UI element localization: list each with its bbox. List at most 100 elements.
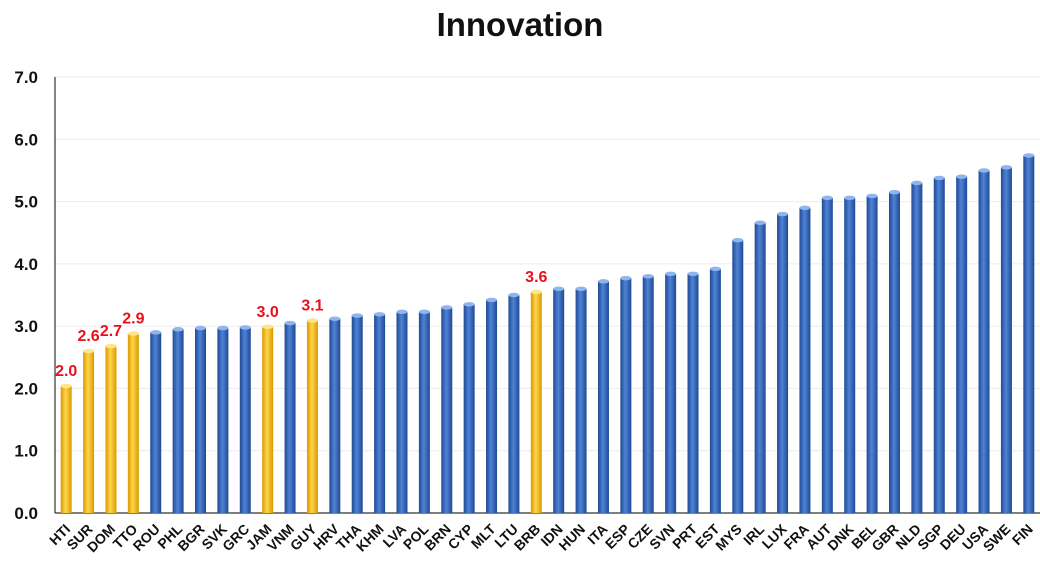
bar-group [956,174,968,513]
bar-group [709,266,721,513]
data-label: 2.6 [77,328,99,345]
y-tick-label: 6.0 [14,130,38,149]
bar-cap [978,168,990,173]
y-tick-label: 2.0 [14,379,38,398]
bar-cap [821,195,833,201]
bar-group [597,279,609,513]
bar-cap [665,271,677,277]
bar-cap [642,274,654,279]
bar-group [821,195,833,513]
bar-cap [441,305,453,310]
bar-group [553,286,565,513]
bar-cap [306,318,318,323]
bar [306,320,318,513]
y-tick-label: 1.0 [14,442,38,461]
bar-group [933,175,945,513]
bar-cap [777,211,789,217]
y-tick-label: 4.0 [14,255,38,274]
bar [597,281,609,513]
y-tick-label: 5.0 [14,193,38,212]
bar-group [732,237,744,513]
bar-cap [888,190,900,195]
data-labels: 2.0 2.6 2.72.9 3.0 3.1 3.6 [55,269,547,380]
bar-cap [374,312,386,317]
bar [866,195,878,514]
bar [1023,155,1035,514]
bar-cap [418,309,430,315]
bar-group [306,318,318,513]
bar [777,214,789,513]
bar [441,307,453,513]
bar-group [105,343,117,513]
bar [575,288,587,513]
bar-group [463,302,475,513]
bar-cap [799,205,811,210]
bar-group [754,220,766,513]
bar-group [888,190,900,513]
bar-cap [911,180,923,186]
bar-cap [575,286,587,291]
x-tick-label: HUN [555,521,588,554]
bar-group [351,313,363,513]
bar-group [799,205,811,514]
bar [911,182,923,513]
bar-cap [508,292,520,298]
x-tick-label: FIN [1009,521,1036,548]
bar-cap [262,324,274,329]
bar-group [329,316,341,513]
bar-cap [150,330,162,335]
bar-group [777,211,789,513]
bar-cap [1023,153,1035,158]
bar [396,311,408,513]
data-label: 3.0 [257,304,279,321]
bar-group [844,195,856,513]
bar-cap [597,279,609,284]
bar-cap [844,195,856,201]
bar-cap [239,325,251,330]
bar [60,385,72,513]
bar [642,276,654,513]
bar-cap [217,325,229,331]
bar-group [284,320,296,513]
data-label: 2.7 [100,323,122,340]
bar [195,328,207,513]
bar [374,314,386,513]
bar [329,318,341,513]
bar-cap [709,266,721,272]
bar-cap [284,320,296,326]
data-label: 3.1 [301,298,323,315]
y-tick-label: 7.0 [14,68,38,87]
bars [60,153,1035,514]
bar-group [150,330,162,513]
bar-cap [463,302,475,307]
bar-group [530,289,542,513]
bar [888,192,900,513]
bar-cap [732,237,744,243]
y-tick-label: 3.0 [14,317,38,336]
bar [530,291,542,513]
bar-group [83,348,95,513]
bar [665,273,677,513]
bar-cap [396,309,408,315]
bar-group [687,271,699,513]
bar [933,177,945,513]
bar-cap [195,325,207,331]
bar [844,197,856,513]
bar-group [665,271,677,513]
bar [262,326,274,513]
bar [418,311,430,513]
bar-group [172,327,184,513]
data-label: 2.9 [122,311,144,328]
bar-cap [1000,165,1012,170]
bar-group [1000,165,1012,514]
bar-group [486,297,498,513]
bar-group [60,383,72,513]
chart-title: Innovation [436,6,604,43]
bar [508,295,520,513]
y-axis-tick-labels: 0.0 1.0 2.0 3.0 4.0 5.0 6.0 7.0 [14,68,38,523]
bar [821,197,833,513]
bar-cap [172,327,184,332]
bar [150,332,162,513]
bar-group [866,193,878,514]
